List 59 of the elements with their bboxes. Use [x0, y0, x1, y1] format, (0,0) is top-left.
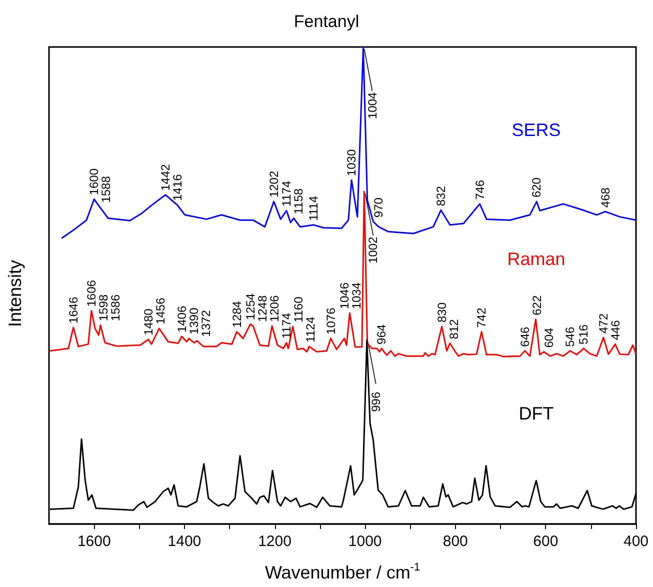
- annotation: 1646: [66, 296, 80, 324]
- annotation: 1034: [349, 282, 364, 310]
- annotation: 996: [368, 392, 383, 412]
- annotation: 620: [530, 177, 544, 198]
- annotation: 446: [608, 320, 622, 340]
- annotation: 1124: [304, 316, 318, 343]
- x-tick-label: 1000: [348, 533, 382, 550]
- annotation: 472: [596, 313, 610, 334]
- x-tick-label: 800: [442, 533, 468, 550]
- annotation: 546: [563, 326, 578, 347]
- annotation: 1606: [84, 280, 98, 307]
- annotation: 1002: [366, 236, 380, 264]
- annotation: 746: [472, 180, 487, 200]
- annotation: 964: [374, 324, 388, 344]
- annotation: 1372: [198, 310, 213, 337]
- annotation: 1416: [170, 174, 184, 201]
- annotation: 830: [434, 302, 449, 323]
- annotation: 1598: [96, 294, 110, 322]
- annotation: 1174: [280, 312, 294, 339]
- annotation: 1160: [292, 296, 306, 323]
- annotation: 1254: [243, 293, 258, 320]
- annotation: 1206: [267, 295, 282, 322]
- text: SERS: [512, 120, 561, 140]
- annotation: 1046: [337, 282, 352, 310]
- annotation: 1202: [266, 170, 281, 198]
- annotation: 1114: [306, 196, 321, 221]
- annotation: 622: [530, 295, 544, 316]
- x-tick-label: 400: [623, 533, 649, 550]
- annotation: 1158: [292, 188, 306, 214]
- text: Raman: [507, 249, 566, 270]
- text: DFT: [518, 404, 554, 424]
- x-tick-label: 1200: [258, 533, 292, 550]
- annotation: 1586: [108, 294, 122, 322]
- y-axis-title: Intensity: [5, 260, 25, 328]
- annotation: 832: [434, 186, 448, 206]
- annotation: 604: [542, 327, 556, 348]
- annotation: 1390: [186, 307, 201, 334]
- annotation: 1442: [158, 164, 172, 191]
- annotation: 1284: [230, 300, 244, 328]
- annotation: 1600: [87, 168, 102, 196]
- annotation: 1004: [365, 92, 380, 119]
- annotation: 468: [598, 187, 612, 208]
- annotation: 1030: [344, 149, 359, 176]
- annotation: 812: [446, 318, 461, 340]
- annotation: 1248: [255, 295, 270, 322]
- annotation: 970: [372, 197, 386, 218]
- annotation: 1456: [153, 297, 168, 324]
- annotation: 646: [518, 326, 532, 347]
- annotation: 1076: [324, 307, 338, 334]
- x-tick-label: 1600: [77, 533, 111, 550]
- annotation: 1174: [280, 180, 294, 207]
- annotation: 516: [576, 324, 591, 344]
- annotation: 1480: [141, 308, 156, 336]
- chart-title: Fentanyl: [294, 12, 360, 31]
- annotation: 742: [474, 307, 489, 328]
- x-tick-label: 1400: [168, 533, 202, 550]
- x-tick-label: 600: [533, 533, 558, 550]
- annotation: 1588: [99, 176, 114, 203]
- annotation: 1406: [174, 306, 189, 333]
